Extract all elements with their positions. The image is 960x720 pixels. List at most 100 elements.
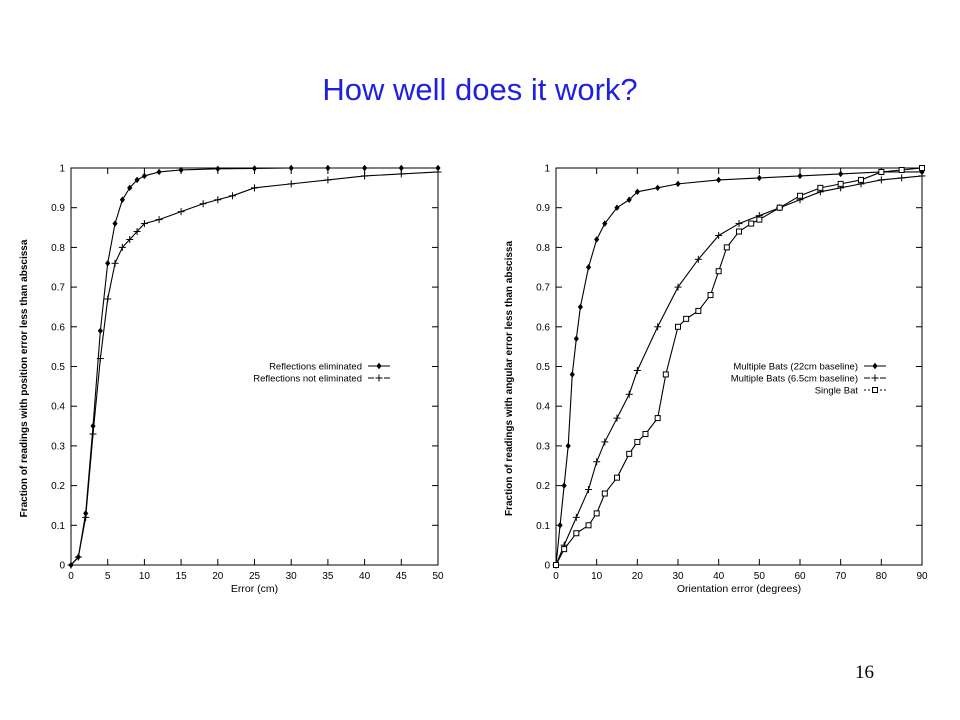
data-point [756,174,762,182]
data-point [642,430,649,437]
data-point [126,235,134,243]
data-point [228,192,236,200]
data-point [214,196,222,204]
data-point [662,371,669,378]
x-tick-label: 80 [876,571,888,582]
data-point [715,268,722,275]
data-point [585,522,592,529]
data-point [594,236,600,243]
data-point [723,244,730,251]
y-tick-label: 0.8 [536,243,550,254]
data-point [614,474,620,481]
legend-marker [376,362,382,370]
legend-marker [375,374,383,382]
legend-label: Multiple Bats (6.5cm baseline) [731,374,858,385]
y-tick-label: 0.7 [51,283,65,294]
legend-marker [872,387,878,393]
data-point [89,430,97,438]
data-point [67,561,75,569]
data-point [613,414,621,422]
y-tick-label: 0.5 [51,362,65,373]
data-point [614,204,620,211]
x-tick-label: 90 [916,571,928,582]
data-point [215,165,221,172]
data-point [119,196,125,203]
page-number: 16 [855,662,874,683]
data-point [155,216,163,224]
data-point [593,510,600,517]
data-point [251,165,258,172]
y-tick-label: 0.2 [536,481,550,492]
data-point [127,184,133,192]
legend-label: Multiple Bats (22cm baseline) [733,362,858,373]
y-tick-label: 0.1 [51,521,65,532]
data-point [716,176,722,184]
x-tick-label: 60 [794,571,806,582]
data-point [362,164,368,172]
data-point [715,231,723,239]
data-point [111,259,119,267]
data-point [569,371,575,378]
data-point [634,188,640,196]
data-point [585,264,592,271]
x-axis-label: Error (cm) [231,583,278,595]
data-point [557,522,563,529]
y-tick-label: 0.3 [536,441,550,452]
x-tick-label: 50 [754,571,766,582]
x-tick-label: 70 [835,571,847,582]
data-point [397,170,405,178]
data-point [593,458,601,466]
x-tick-label: 45 [396,571,408,582]
y-tick-label: 0.4 [51,402,65,413]
y-tick-label: 0 [544,561,550,572]
data-point [838,170,844,178]
data-point [325,164,331,172]
x-axis-label: Orientation error (degrees) [677,583,801,595]
data-point [817,184,824,191]
data-point [398,164,404,172]
y-tick-label: 0.5 [536,362,550,373]
data-point [577,303,583,311]
y-tick-label: 0.6 [536,322,550,333]
data-point [133,228,141,236]
data-point [601,438,609,446]
y-tick-label: 0.2 [51,481,65,492]
y-axis-label: Fraction of readings with angular error … [504,241,515,517]
legend-label: Single Bat [815,386,859,397]
x-tick-label: 15 [176,571,188,582]
y-axis-label: Fraction of readings with position error… [19,239,30,517]
data-point [695,307,702,314]
x-tick-label: 30 [672,571,684,582]
data-point [919,165,925,171]
x-tick-label: 5 [105,571,111,582]
data-point [675,323,681,330]
data-point [178,166,184,174]
data-point [118,243,126,251]
data-point [288,164,294,172]
data-point [918,172,926,180]
data-point [572,513,580,521]
data-point [602,220,608,227]
data-point [776,204,783,211]
y-tick-label: 0.7 [536,283,550,294]
x-tick-label: 10 [139,571,151,582]
y-tick-label: 0.9 [51,203,65,214]
data-point [573,530,580,537]
data-point [919,168,925,176]
data-point [654,323,662,331]
data-point [82,513,90,521]
data-point [898,166,905,173]
data-point [675,180,681,188]
y-tick-label: 0.6 [51,322,65,333]
data-point [736,228,742,235]
x-tick-label: 20 [632,571,644,582]
data-point [837,180,844,187]
y-tick-label: 1 [544,164,550,175]
y-tick-label: 0.8 [51,243,65,254]
data-point [134,176,140,184]
y-tick-label: 0 [59,561,65,572]
data-point [707,292,714,299]
data-point [199,200,207,208]
